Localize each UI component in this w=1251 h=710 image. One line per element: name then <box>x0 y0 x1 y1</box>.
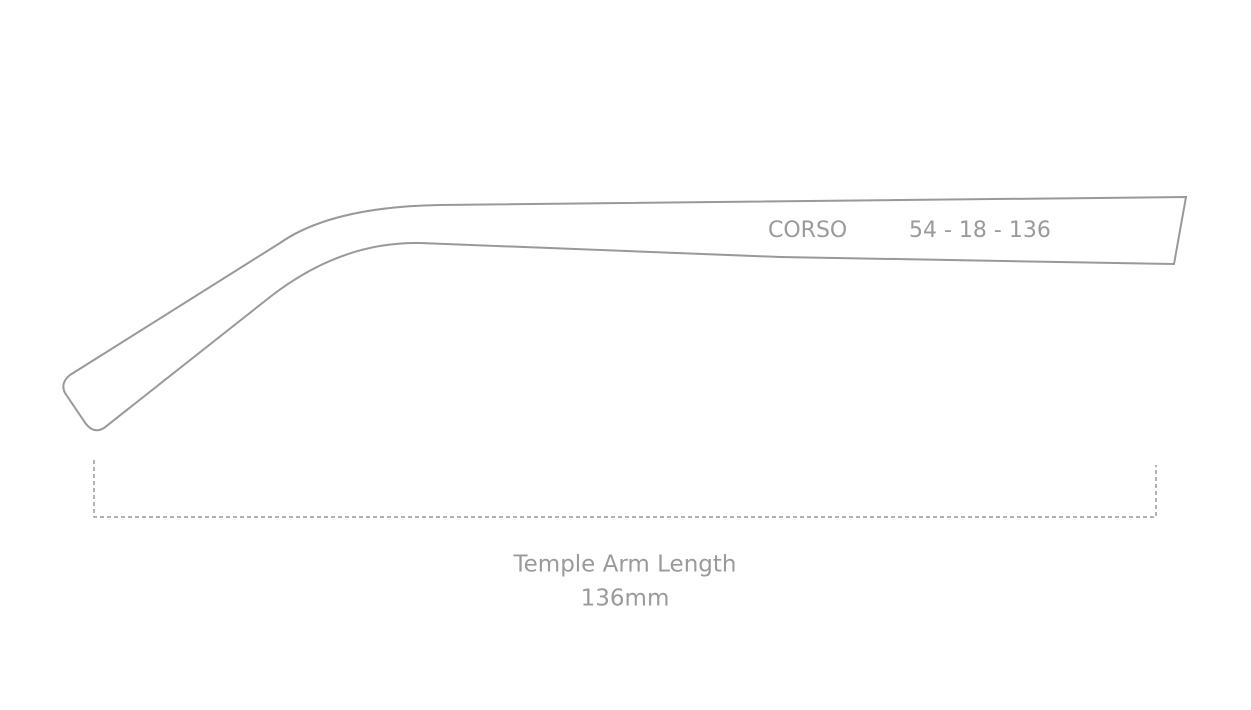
frame-sizes: 54 - 18 - 136 <box>909 218 1051 243</box>
model-name: CORSO <box>768 218 847 243</box>
temple-arm-outline <box>62 195 1188 432</box>
measure-bracket <box>93 460 1157 518</box>
measure-label: Temple Arm Length <box>513 552 737 578</box>
measure-value: 136mm <box>581 586 670 612</box>
